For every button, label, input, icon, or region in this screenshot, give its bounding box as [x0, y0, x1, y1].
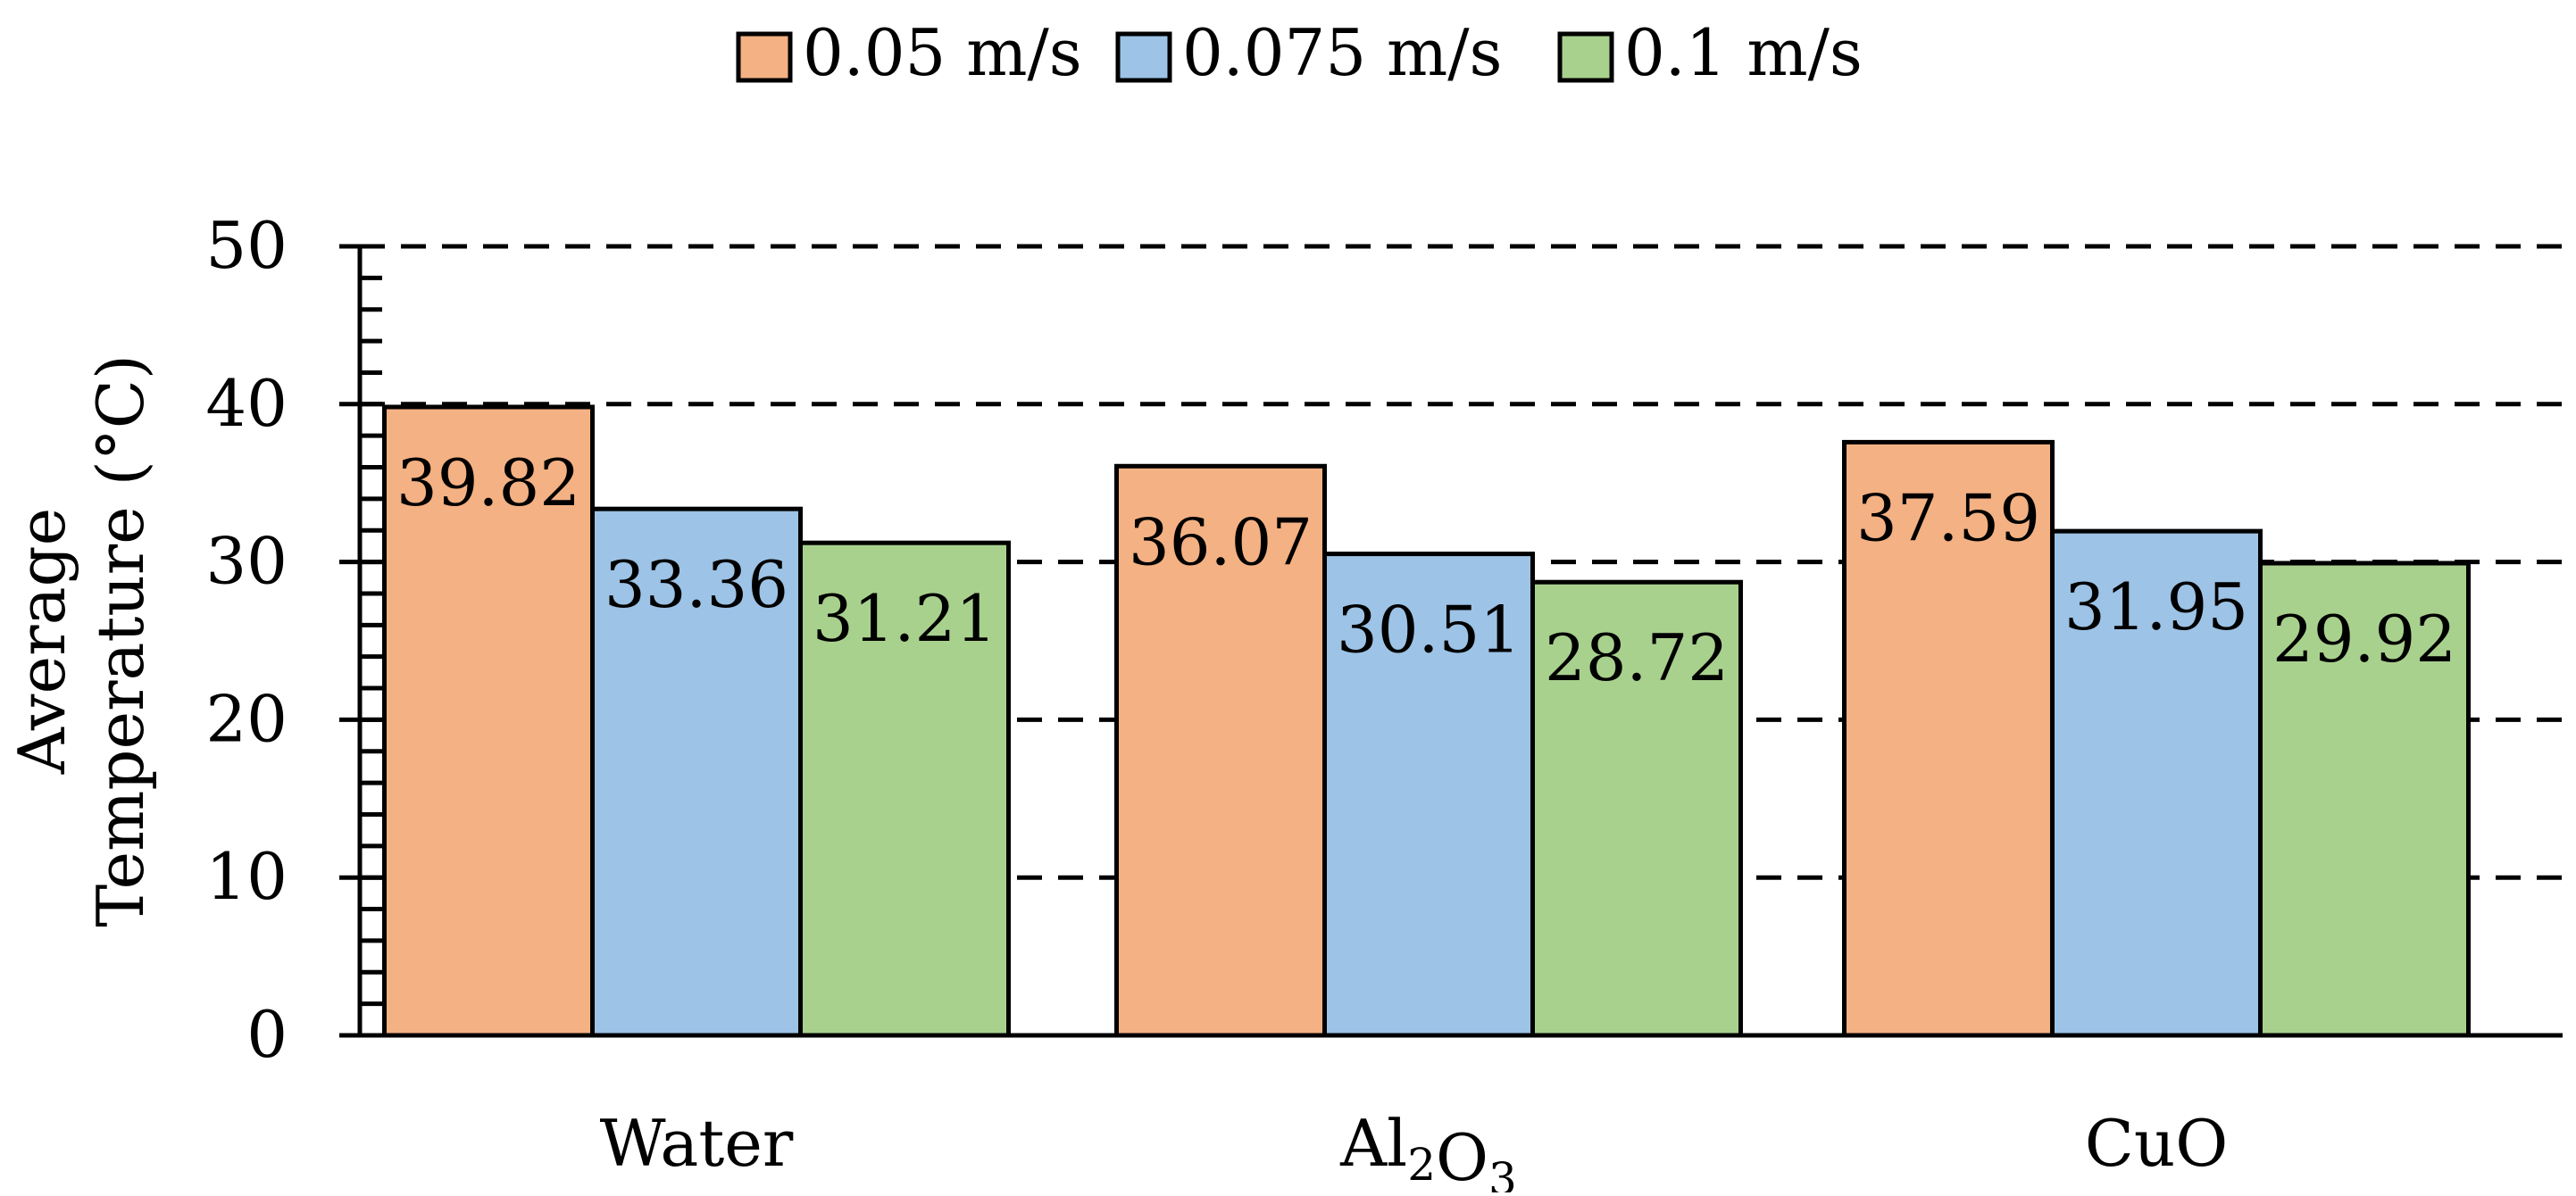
legend-swatch — [736, 31, 793, 83]
bar-0-05-m-s-Al2O3 — [1114, 463, 1327, 1038]
x-tick-label: Al2O3 — [1339, 1106, 1517, 1192]
data-label: 37.59 — [1856, 480, 2040, 555]
data-label: 39.82 — [396, 445, 580, 520]
y-axis-title: AverageTemperature (°C) — [4, 354, 158, 927]
legend-label: 0.05 m/s — [803, 15, 1082, 90]
legend-label: 0.1 m/s — [1624, 15, 1863, 90]
data-label: 29.92 — [2272, 602, 2456, 677]
y-tick-label: 20 — [205, 681, 288, 756]
y-tick-label: 30 — [205, 524, 288, 599]
y-tick-label: 50 — [205, 208, 288, 283]
x-tick-label: CuO — [2085, 1106, 2229, 1181]
bar-0-1-m-s-Al2O3 — [1530, 579, 1743, 1038]
x-tick-label: Water — [600, 1106, 794, 1181]
data-label: 30.51 — [1337, 593, 1521, 668]
legend-label: 0.075 m/s — [1182, 15, 1503, 90]
bar-0-075-m-s-CuO — [2050, 528, 2263, 1038]
data-label: 31.21 — [813, 581, 996, 656]
y-tick-label: 10 — [205, 839, 288, 914]
data-label: 36.07 — [1129, 504, 1313, 579]
data-label: 33.36 — [604, 547, 788, 622]
legend-swatch — [1557, 31, 1614, 83]
legend-swatch — [1115, 31, 1172, 83]
bar-0-075-m-s-Water — [590, 506, 803, 1038]
data-label: 28.72 — [1545, 620, 1729, 695]
y-tick-label: 0 — [246, 997, 288, 1072]
data-label: 31.95 — [2064, 569, 2248, 644]
y-tick-label: 40 — [205, 366, 288, 441]
bar-0-05-m-s-Water — [382, 404, 595, 1038]
bar-0-05-m-s-CuO — [1842, 439, 2055, 1038]
